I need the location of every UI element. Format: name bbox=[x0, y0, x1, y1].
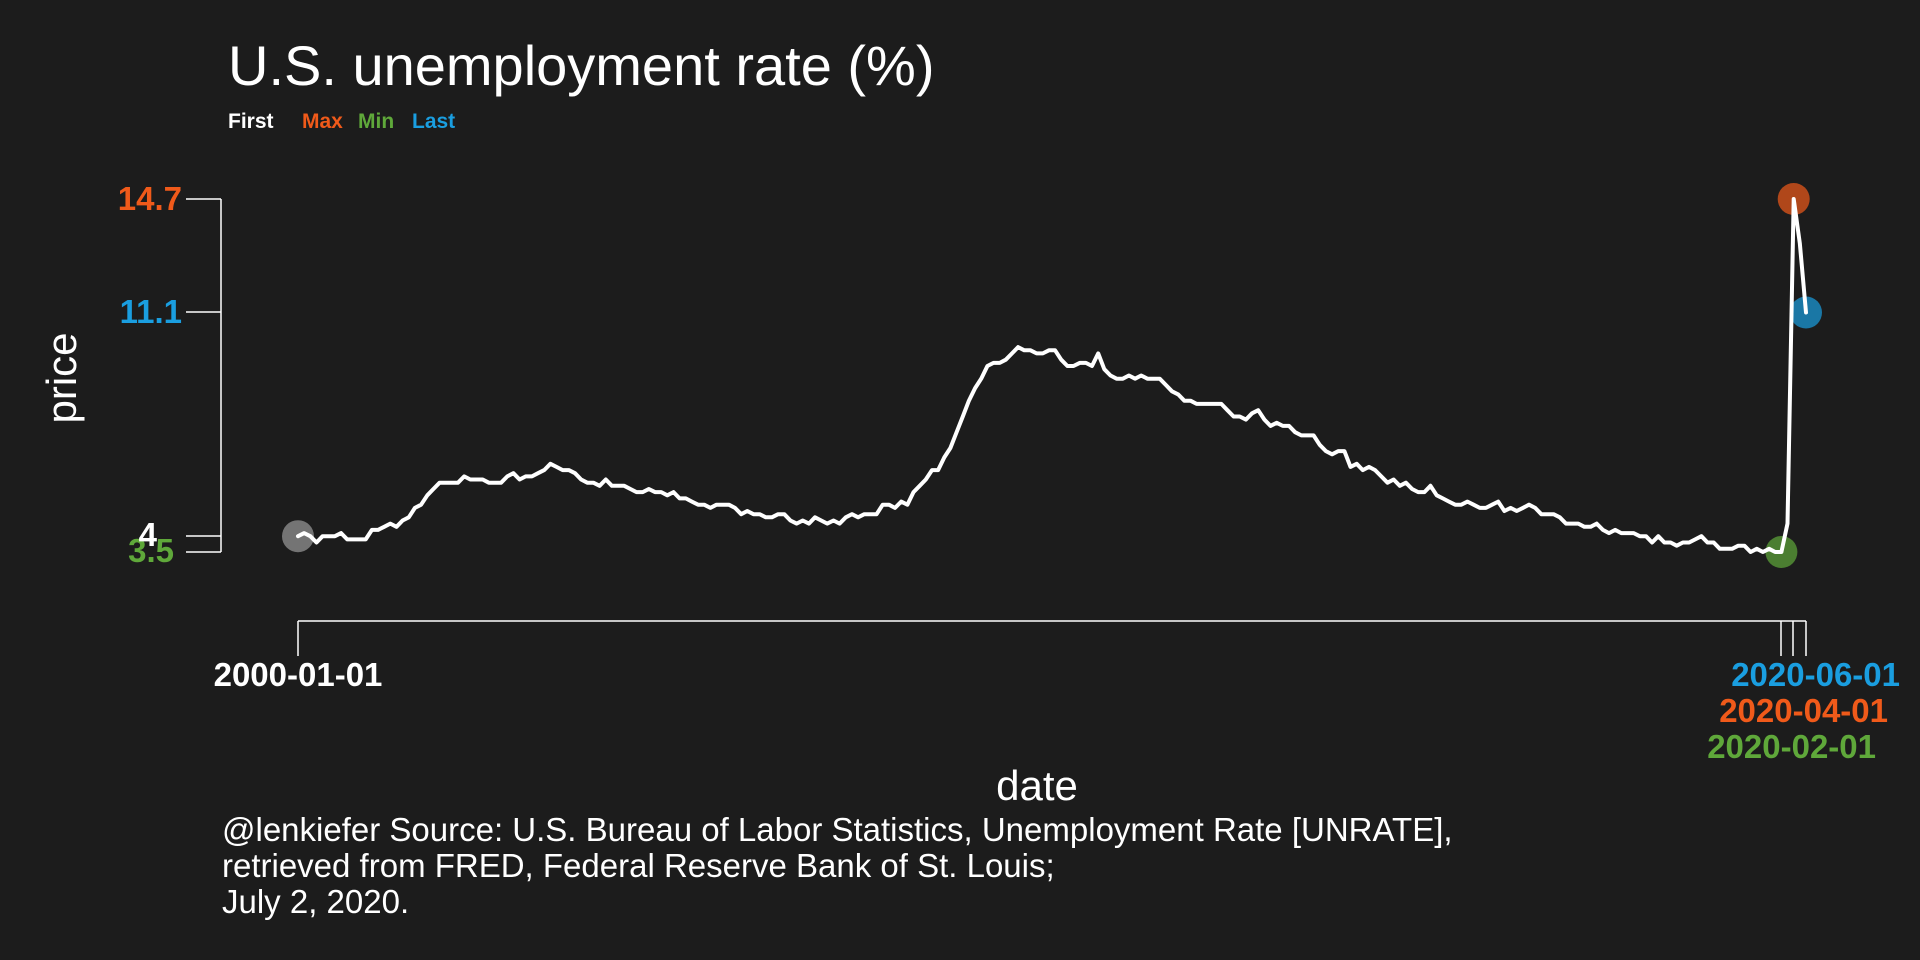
legend-min: Min bbox=[358, 110, 394, 133]
legend-max: Max bbox=[302, 110, 343, 133]
plot-area bbox=[282, 183, 1822, 568]
y-tick-label-last: 11.1 bbox=[120, 293, 182, 330]
caption-line-3: July 2, 2020. bbox=[222, 883, 409, 920]
y-tick-label-first: 4 bbox=[139, 516, 158, 553]
caption: @lenkiefer Source: U.S. Bureau of Labor … bbox=[222, 811, 1453, 920]
legend-first: First bbox=[228, 110, 274, 133]
caption-line-2: retrieved from FRED, Federal Reserve Ban… bbox=[222, 847, 1055, 884]
y-axis-title: price bbox=[38, 332, 85, 423]
y-axis: 3.5 4 11.1 14.7 bbox=[118, 180, 222, 569]
x-tick-label-last: 2020-06-01 bbox=[1731, 656, 1900, 693]
caption-line-1: @lenkiefer Source: U.S. Bureau of Labor … bbox=[222, 811, 1453, 848]
x-tick-label-max: 2020-04-01 bbox=[1719, 692, 1888, 729]
series-line bbox=[296, 197, 1808, 554]
x-tick-label-first: 2000-01-01 bbox=[214, 656, 383, 693]
x-tick-label-min: 2020-02-01 bbox=[1707, 728, 1876, 765]
legend-last: Last bbox=[412, 110, 455, 133]
x-axis: 2000-01-01 2020-06-01 2020-04-01 2020-02… bbox=[214, 620, 1900, 765]
x-axis-title: date bbox=[996, 762, 1078, 809]
y-tick-label-max: 14.7 bbox=[118, 180, 182, 217]
legend: First Max Min Last bbox=[228, 110, 455, 133]
y-tick-label-min: 3.5 bbox=[128, 532, 174, 569]
chart-title: U.S. unemployment rate (%) bbox=[228, 34, 934, 97]
